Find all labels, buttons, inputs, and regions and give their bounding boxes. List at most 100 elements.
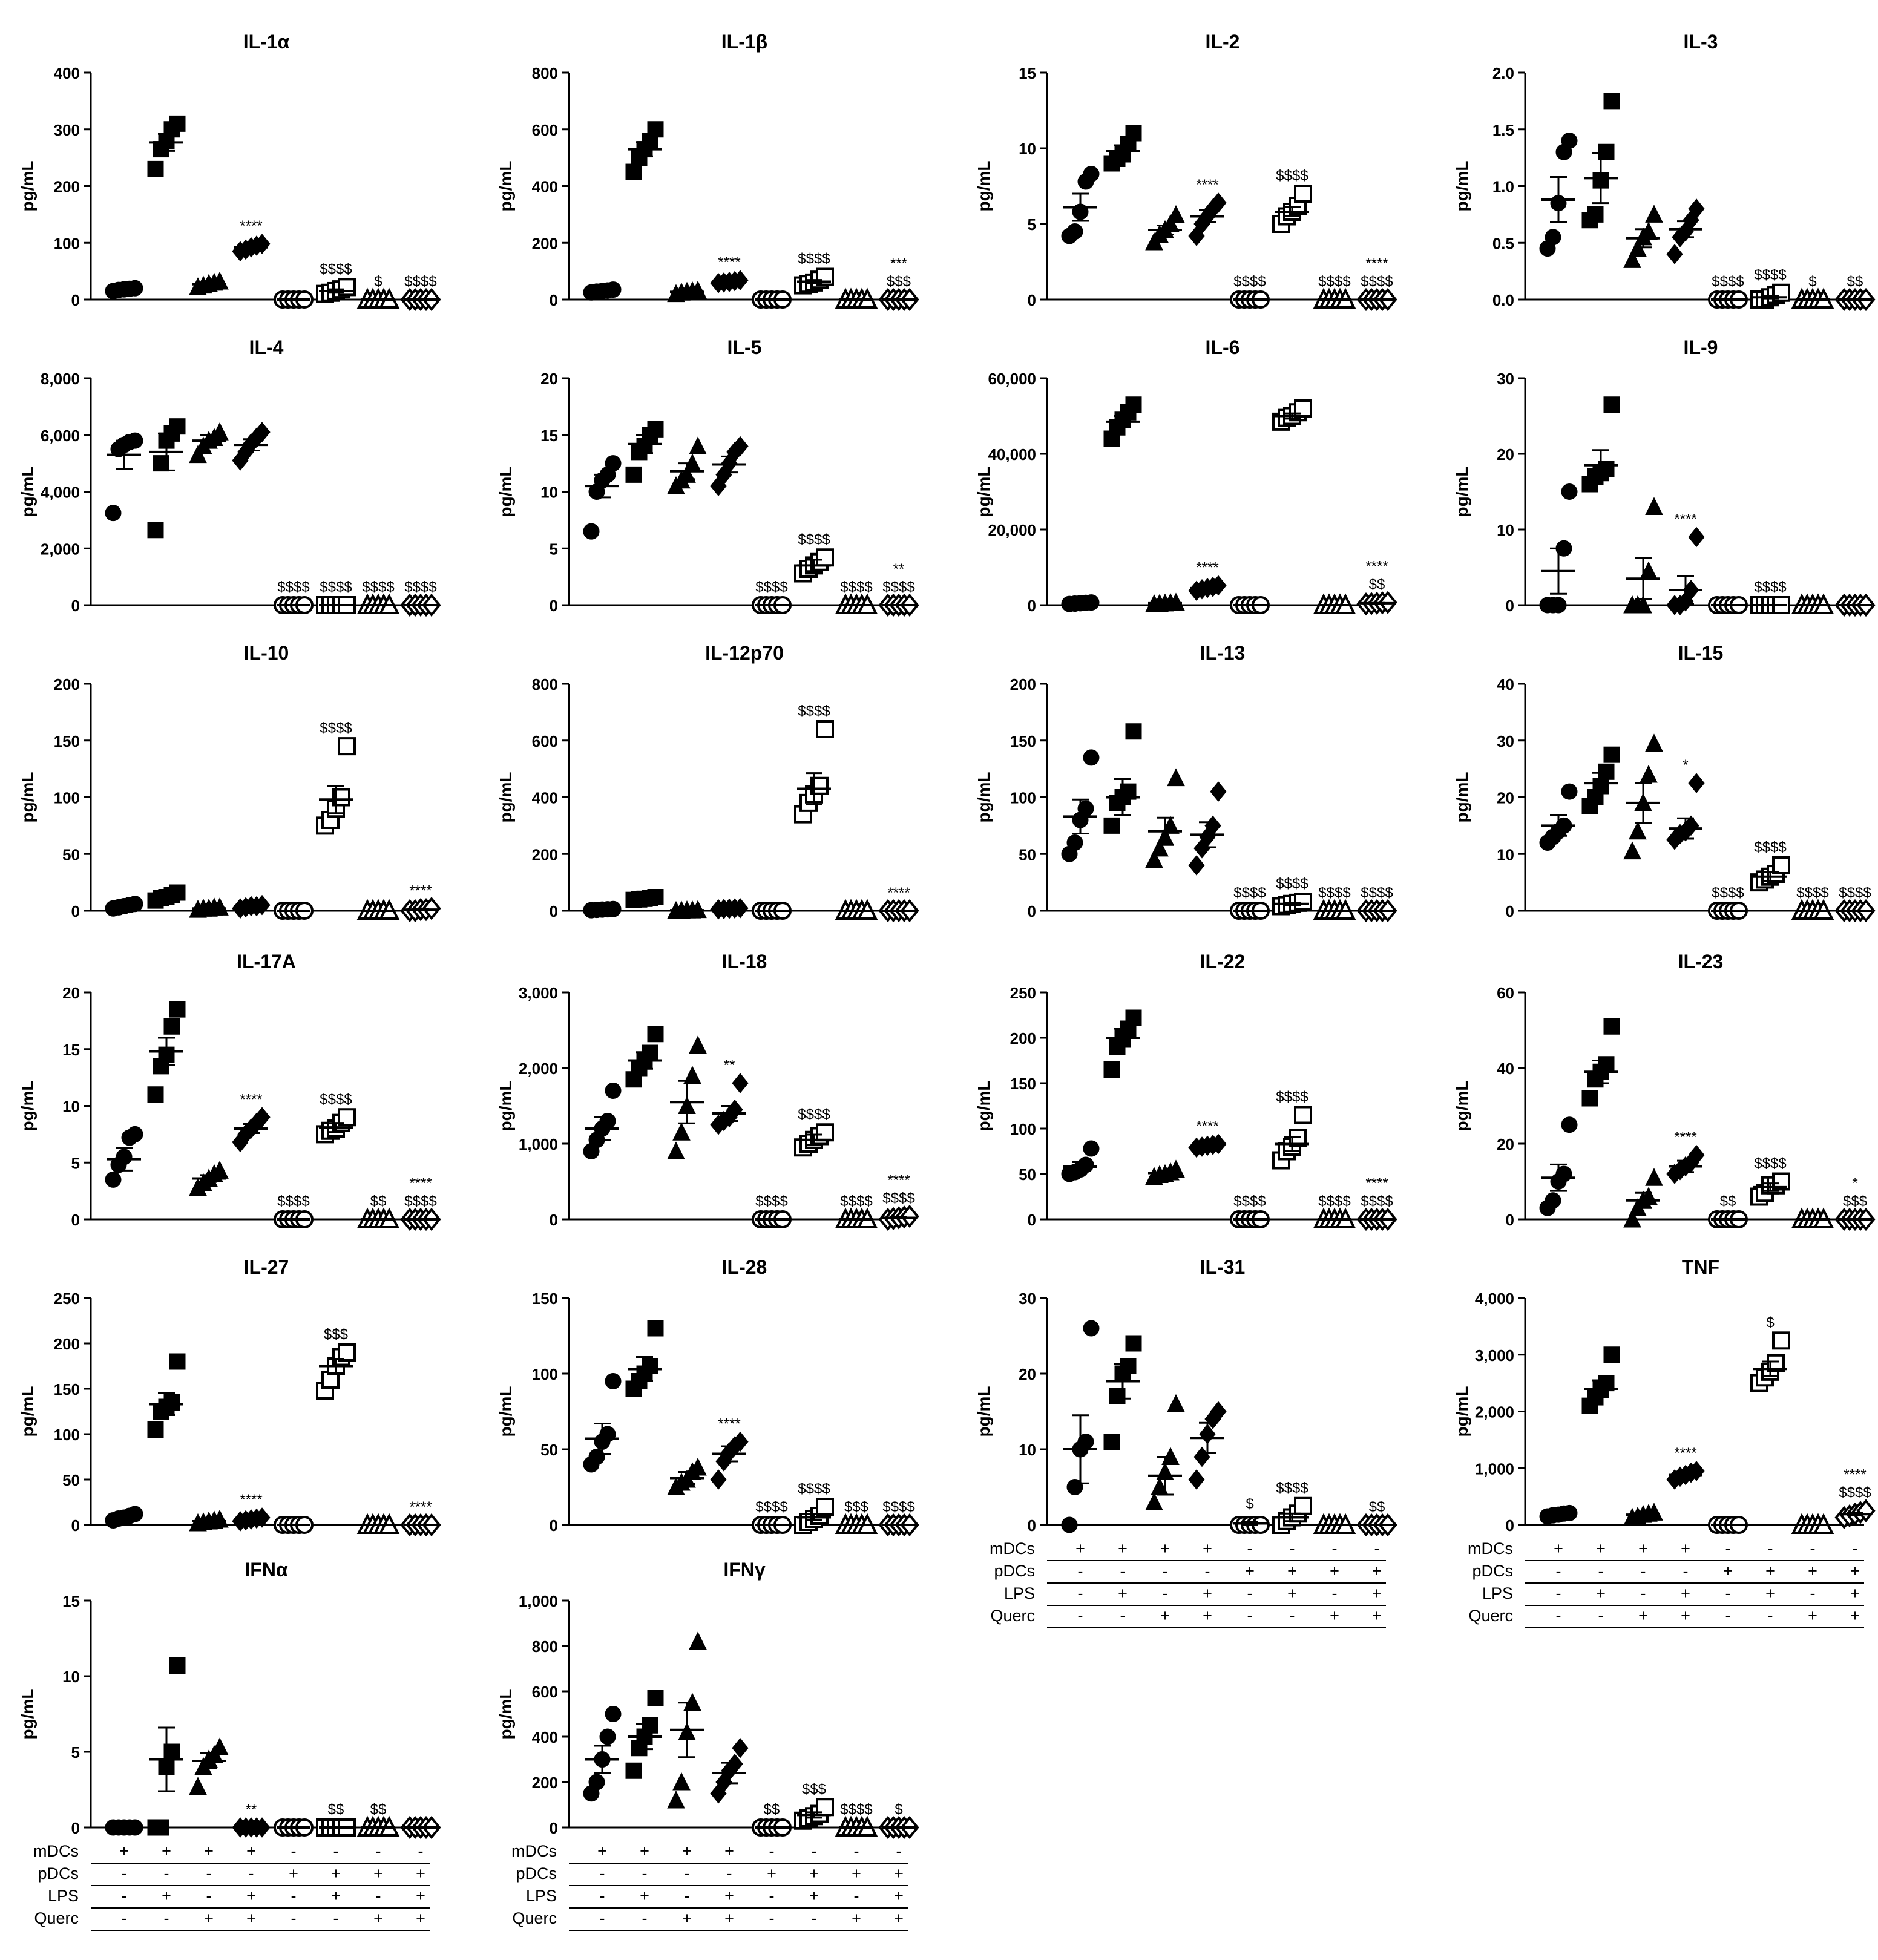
condition-label: pDCs <box>994 1562 1035 1580</box>
y-tick-label: 10 <box>1497 845 1514 864</box>
significance-label: **** <box>1196 560 1218 576</box>
condition-value: + <box>682 1842 692 1860</box>
data-point <box>689 280 707 299</box>
y-tick-label: 3,000 <box>1475 1346 1514 1365</box>
significance-label: $$$$ <box>798 703 830 719</box>
condition-value: + <box>1554 1539 1563 1558</box>
significance-label: $$$$ <box>840 1801 872 1818</box>
data-point <box>647 1320 664 1337</box>
data-point <box>1545 229 1561 246</box>
y-axis-label: pg/mL <box>1453 467 1471 517</box>
significance-label: ** <box>724 1057 735 1073</box>
condition-value: + <box>1372 1584 1382 1602</box>
condition-value: - <box>1598 1607 1604 1625</box>
significance-label: $$$$ <box>1233 885 1266 901</box>
condition-value: - <box>122 1909 127 1927</box>
significance-label: **** <box>1196 1118 1218 1135</box>
y-tick-label: 3,000 <box>519 984 558 1002</box>
significance-label: $$$$ <box>755 579 787 595</box>
panel-title: IL-10 <box>244 642 289 664</box>
y-tick-label: 10 <box>1497 521 1514 539</box>
y-tick-label: 40 <box>1497 1060 1514 1078</box>
y-tick-label: 20 <box>62 984 80 1002</box>
data-point <box>1561 483 1578 500</box>
condition-value: - <box>1205 1562 1210 1580</box>
condition-value: + <box>1372 1607 1382 1625</box>
condition-value: + <box>1160 1539 1170 1558</box>
condition-value: + <box>1765 1584 1775 1602</box>
y-tick-label: 15 <box>1019 64 1036 82</box>
significance-label: $$$$ <box>320 720 352 736</box>
significance-label: **** <box>887 885 910 901</box>
condition-value: + <box>204 1842 214 1860</box>
data-point <box>1167 592 1185 611</box>
data-point <box>625 1762 642 1779</box>
significance-label: ** <box>893 561 905 577</box>
panel-title: IL-22 <box>1200 951 1246 972</box>
condition-value: + <box>1203 1539 1212 1558</box>
panel-title: IL-18 <box>722 951 767 972</box>
y-tick-label: 50 <box>62 845 80 864</box>
panel-IL-15: IL-15 pg/mL 0 10 20 30 40 * $$$$ $$$$ $$$$ $$$$ <box>1453 642 1876 923</box>
panel-TNF: TNFpg/mL01,0002,0003,0004,000****$$$$$**… <box>1453 1256 1876 1628</box>
y-tick-label: 800 <box>532 64 558 82</box>
panel-IL-12p70: IL-12p70 pg/mL 0 200 400 600 800 $$$$ **** <box>496 642 919 923</box>
condition-value: + <box>1723 1562 1733 1580</box>
condition-value: + <box>1372 1562 1382 1580</box>
condition-value: - <box>1810 1584 1816 1602</box>
condition-value: - <box>1247 1584 1253 1602</box>
data-point <box>153 1819 169 1836</box>
significance-label: $$$$ <box>1754 267 1786 283</box>
data-point <box>1603 746 1620 763</box>
data-point <box>1688 198 1705 219</box>
significance-label: **** <box>240 1091 262 1107</box>
data-point <box>147 1086 164 1103</box>
y-tick-label: 20 <box>1497 1135 1514 1153</box>
condition-label: LPS <box>48 1887 79 1905</box>
conditions-table: mDCs + + + + - - - - pDCs - - - - + + + + LPS - + - + - + - + Querc… <box>511 1842 908 1931</box>
data-point <box>1125 396 1142 413</box>
significance-label: $$$$ <box>1839 885 1871 901</box>
condition-value: + <box>724 1887 734 1905</box>
y-tick-label: 0 <box>550 597 558 615</box>
condition-value: + <box>331 1887 341 1905</box>
significance-label: **** <box>1674 1445 1696 1461</box>
y-tick-label: 200 <box>54 178 80 196</box>
condition-value: + <box>246 1887 256 1905</box>
data-point <box>1603 93 1620 110</box>
condition-label: LPS <box>1482 1584 1513 1602</box>
y-tick-label: 1,000 <box>519 1592 558 1610</box>
condition-value: - <box>376 1842 381 1860</box>
y-tick-label: 100 <box>532 1365 558 1383</box>
condition-value: - <box>1247 1539 1253 1558</box>
y-axis-label: pg/mL <box>18 467 37 517</box>
significance-label: $$ <box>370 1193 387 1210</box>
y-tick-label: 60,000 <box>988 370 1036 388</box>
condition-label: mDCs <box>1468 1539 1513 1558</box>
significance-label: $ <box>1766 1314 1774 1331</box>
condition-value: + <box>1203 1607 1212 1625</box>
panel-title: IL-17A <box>237 951 296 972</box>
condition-value: - <box>642 1909 648 1927</box>
y-axis-label: pg/mL <box>974 161 993 212</box>
data-point <box>1772 1331 1790 1350</box>
condition-value: + <box>1681 1607 1690 1625</box>
condition-value: - <box>769 1887 775 1905</box>
condition-label: LPS <box>1004 1584 1035 1602</box>
data-point <box>900 1204 919 1228</box>
significance-label: $$$$ <box>882 579 914 595</box>
y-tick-label: 30 <box>1019 1290 1036 1308</box>
panel-title: IL-23 <box>1678 951 1724 972</box>
data-point <box>1210 192 1227 213</box>
y-tick-label: 5 <box>1028 215 1036 234</box>
data-point <box>126 1126 143 1142</box>
significance-label: $$$ <box>324 1326 348 1343</box>
significance-label: **** <box>409 1499 432 1515</box>
panel-title: IL-3 <box>1684 31 1718 53</box>
y-tick-label: 4,000 <box>1475 1290 1514 1308</box>
data-point <box>1645 1168 1663 1186</box>
condition-value: - <box>249 1864 254 1883</box>
condition-value: - <box>1290 1539 1295 1558</box>
y-tick-label: 100 <box>54 789 80 807</box>
